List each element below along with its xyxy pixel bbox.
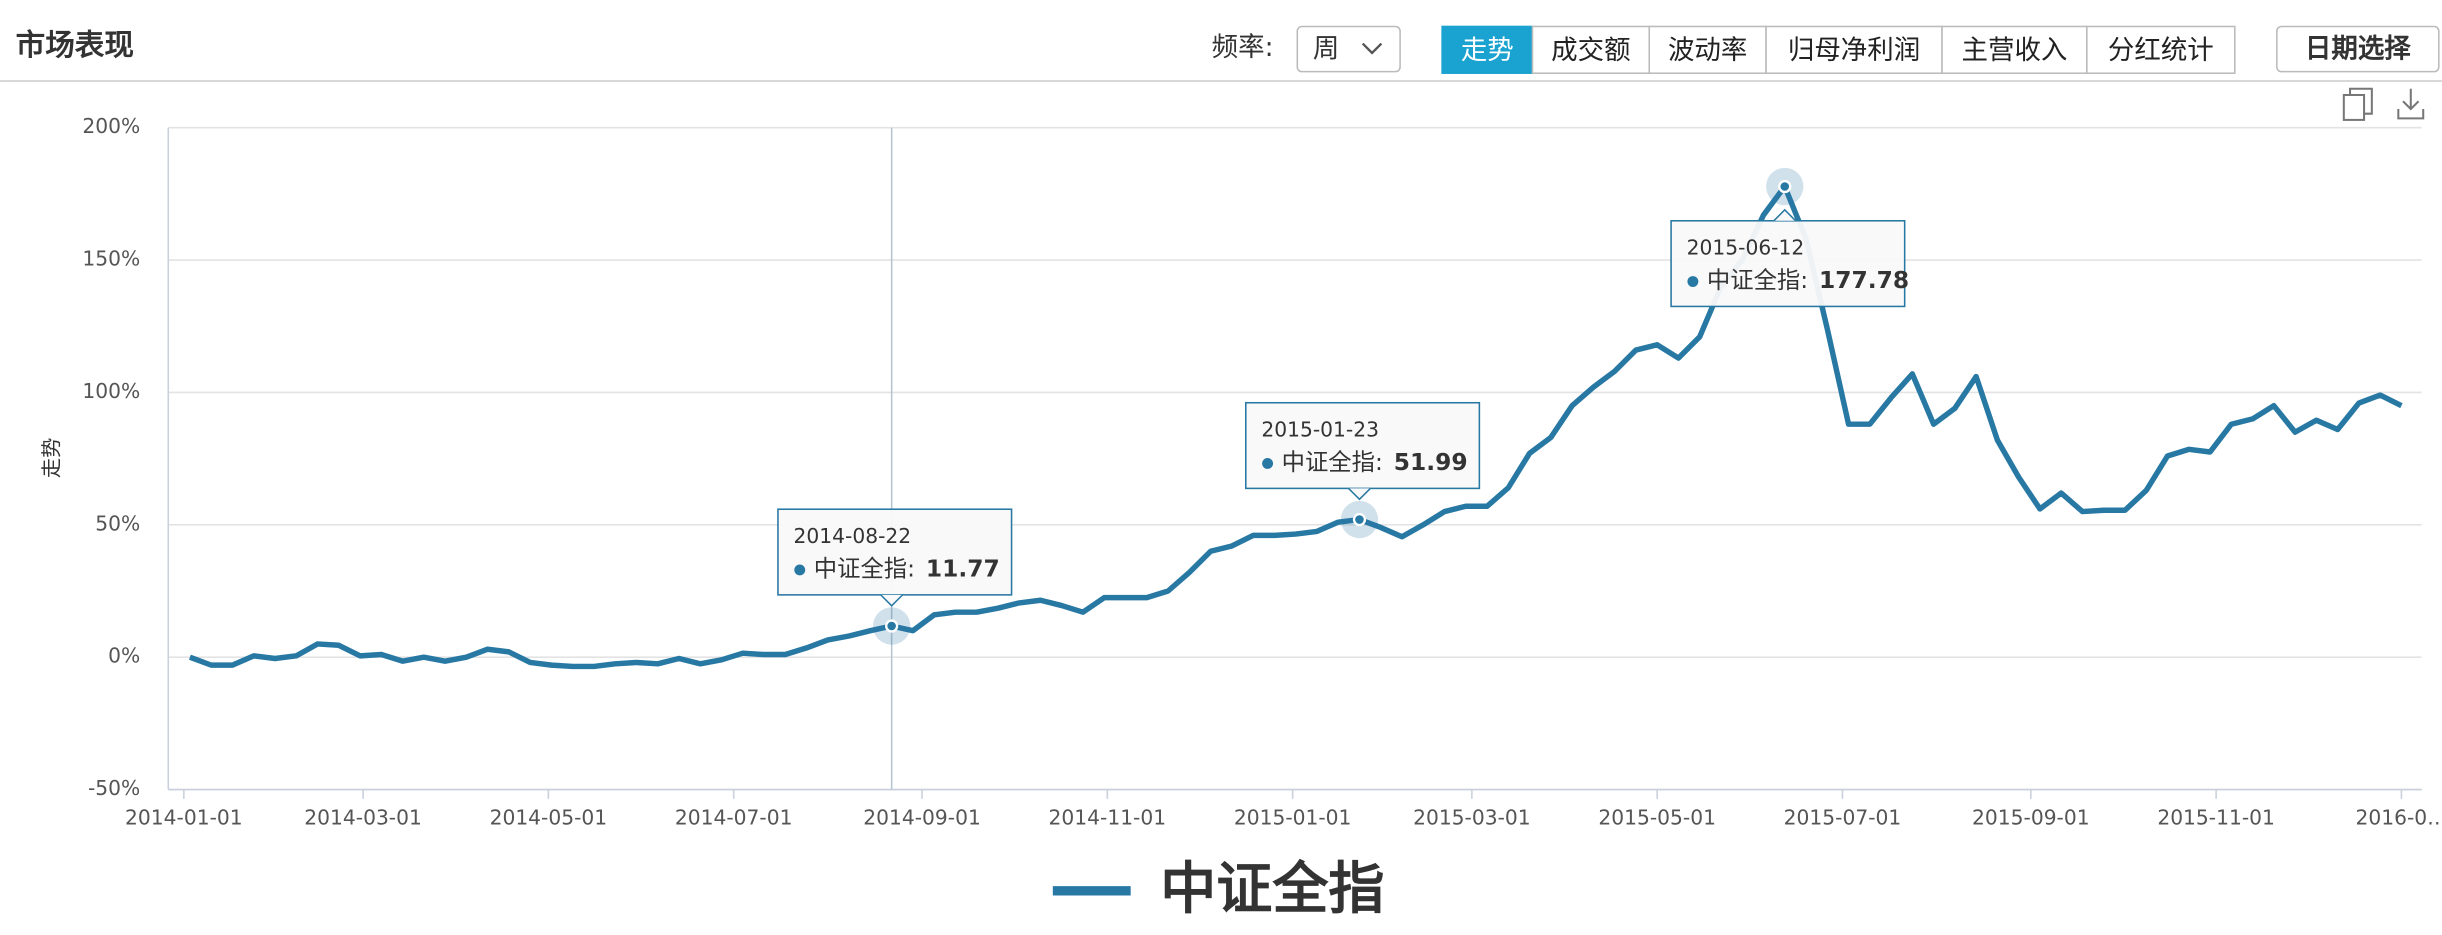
x-tick-label: 2014-07-01: [675, 806, 793, 830]
tooltip-dot: [1262, 458, 1274, 469]
tooltip-date: 2015-01-23: [1261, 417, 1379, 441]
x-tick-label: 2014-09-01: [863, 806, 981, 830]
tooltip-pointer: [1773, 208, 1797, 222]
tab[interactable]: [1648, 25, 1767, 74]
x-tick-label: 2014-01-01: [125, 806, 243, 830]
download-icon[interactable]: [2397, 88, 2425, 120]
tooltip-date: 2015-06-12: [1687, 235, 1805, 259]
tooltip-value: 11.77: [926, 554, 1000, 582]
y-axis-label: 走势: [40, 438, 64, 478]
date-button-label[interactable]: 日期选择: [2305, 33, 2411, 64]
plot: -50% 0% 50% 100% 150% 200% 2014-01-01 2014-03-0…: [82, 114, 2442, 922]
dropdown-box[interactable]: [1296, 25, 1401, 73]
tab[interactable]: [2086, 25, 2236, 74]
tab-label[interactable]: 波动率: [1668, 35, 1747, 66]
y-tick-label: -50%: [88, 776, 140, 800]
frequency-label: 频率:: [1212, 32, 1274, 63]
page-title: 市场表现: [16, 28, 134, 62]
download-glyph[interactable]: [2397, 88, 2425, 120]
tooltip-pointer: [1348, 487, 1371, 501]
tab[interactable]: [1531, 25, 1651, 74]
legend-label[interactable]: 中证全指: [1160, 857, 1384, 922]
frequency-dropdown[interactable]: 周: [1296, 25, 1401, 73]
x-tick-label: 2015-01-01: [1234, 806, 1352, 830]
series-line: [188, 183, 2403, 670]
x-tick-label: 2014-03-01: [304, 806, 422, 830]
tooltip-label: 中证全指:: [814, 554, 915, 582]
copy-icon-back[interactable]: [2349, 87, 2373, 115]
x-tick-label: 2016-0…: [2355, 806, 2442, 830]
tooltip-value: 177.78: [1819, 266, 1909, 294]
y-tick-label: 50%: [95, 511, 140, 535]
tooltip-box: [1670, 220, 1906, 308]
x-tick-label: 2014-11-01: [1049, 806, 1167, 830]
date-button[interactable]: 日期选择: [2276, 25, 2440, 73]
tab-label[interactable]: 分红统计: [2108, 35, 2214, 66]
y-tick-label: 150%: [82, 247, 140, 271]
date-button-box[interactable]: [2276, 25, 2440, 73]
tooltip-box: [777, 508, 1013, 596]
x-tick-label: 2015-09-01: [1972, 806, 2090, 830]
tooltip-pointer: [880, 594, 904, 607]
x-tick-label: 2014-05-01: [490, 806, 608, 830]
tab-bar: 走势 成交额 波动率 归母净利润 主营收入 分红统计: [1441, 25, 2236, 74]
dropdown-value[interactable]: 周: [1313, 33, 1339, 64]
point: [1778, 179, 1792, 194]
tab-label[interactable]: 成交额: [1551, 35, 1630, 66]
x-tick-label: 2015-07-01: [1784, 806, 1902, 830]
y-tick-label: 0%: [108, 644, 140, 668]
tooltip-box: [1245, 401, 1481, 490]
tab[interactable]: [1441, 25, 1534, 74]
tooltip-label: 中证全指:: [1282, 448, 1383, 476]
copy-icon[interactable]: [2342, 87, 2373, 121]
chevron[interactable]: [1361, 42, 1383, 55]
x-tick-label: 2015-05-01: [1598, 806, 1716, 830]
tooltip-value: 51.99: [1394, 448, 1468, 476]
tooltip-dot: [1687, 276, 1699, 287]
tab-label[interactable]: 归母净利润: [1788, 35, 1920, 66]
point: [1352, 512, 1367, 527]
tooltip-date: 2014-08-22: [794, 524, 912, 548]
x-tick-label: 2015-03-01: [1413, 806, 1531, 830]
y-tick-label: 100%: [82, 379, 140, 403]
point: [885, 619, 899, 633]
y-tick-label: 200%: [82, 114, 140, 138]
copy-icon-front[interactable]: [2342, 93, 2366, 121]
tooltip-dot: [794, 564, 806, 576]
tooltip-label: 中证全指:: [1707, 266, 1808, 294]
tab-label[interactable]: 主营收入: [1962, 35, 2068, 66]
x-tick-label: 2015-11-01: [2157, 806, 2275, 830]
tab[interactable]: [1941, 25, 2088, 74]
tab-label[interactable]: 走势: [1461, 35, 1514, 66]
